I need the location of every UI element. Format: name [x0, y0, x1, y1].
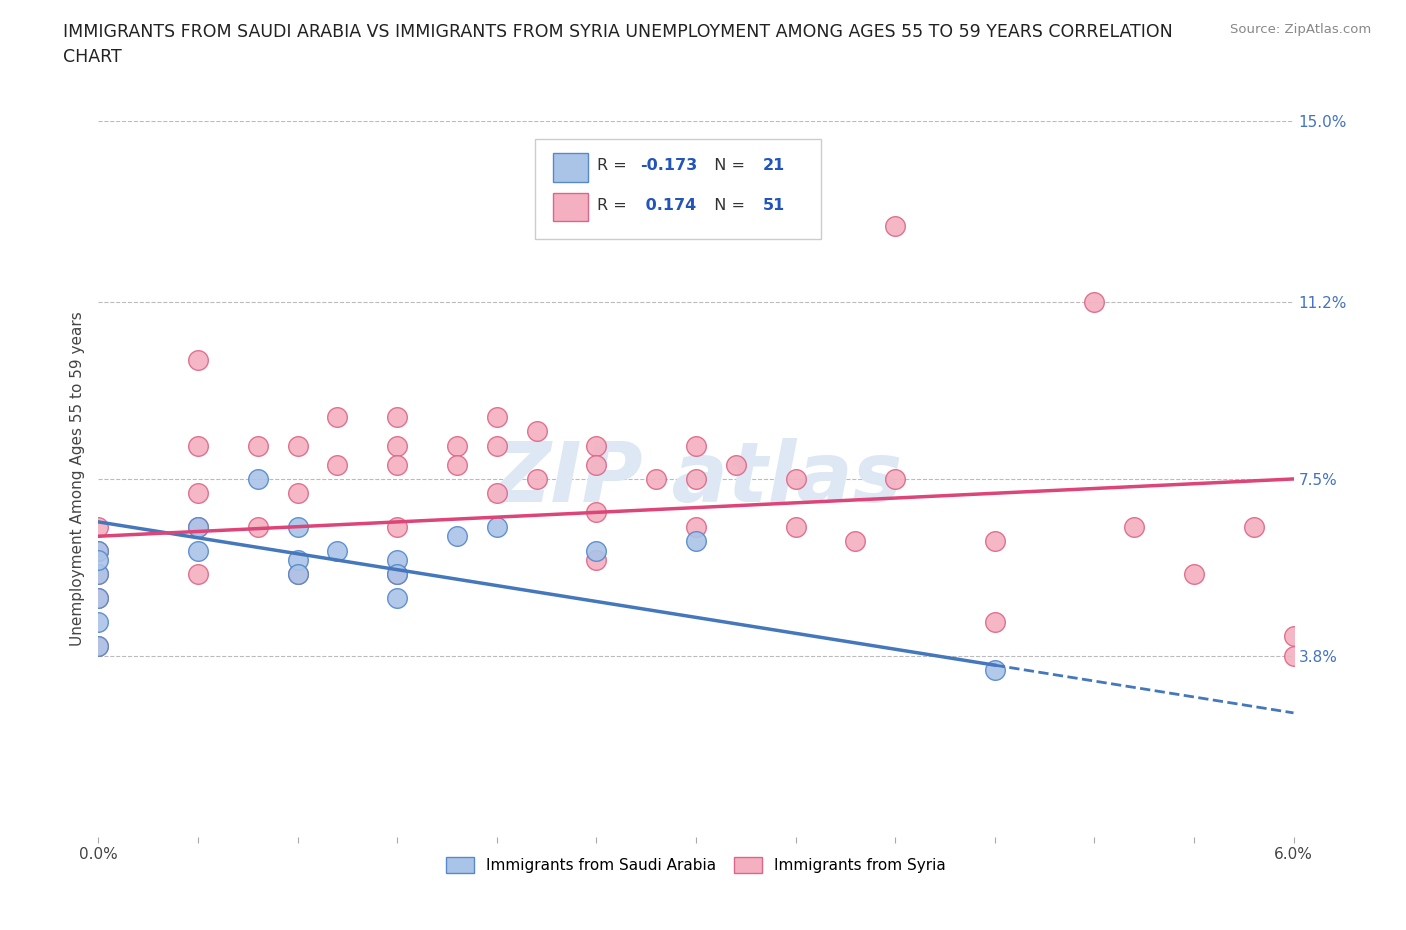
FancyBboxPatch shape [534, 139, 821, 239]
Point [884, 219, 907, 233]
Point [87, 543, 110, 558]
Point [287, 567, 309, 582]
Point [984, 662, 1007, 677]
Point [246, 438, 269, 453]
Legend: Immigrants from Saudi Arabia, Immigrants from Syria: Immigrants from Saudi Arabia, Immigrants… [440, 851, 952, 880]
Text: ZIP atlas: ZIP atlas [489, 438, 903, 520]
Point [446, 458, 468, 472]
Point [87, 567, 110, 582]
Point [385, 519, 409, 534]
Point [884, 472, 907, 486]
FancyBboxPatch shape [553, 193, 589, 221]
Point [187, 543, 209, 558]
Point [326, 458, 349, 472]
Point [1182, 567, 1205, 582]
Point [844, 534, 866, 549]
Point [645, 472, 668, 486]
Point [385, 438, 409, 453]
Point [326, 543, 349, 558]
Point [724, 458, 747, 472]
Point [446, 529, 468, 544]
Point [385, 552, 409, 567]
Point [326, 409, 349, 424]
Point [526, 472, 548, 486]
Point [246, 472, 269, 486]
Point [87, 567, 110, 582]
Point [1282, 629, 1305, 644]
Point [187, 519, 209, 534]
Y-axis label: Unemployment Among Ages 55 to 59 years: Unemployment Among Ages 55 to 59 years [69, 312, 84, 646]
Point [87, 615, 110, 630]
Point [246, 519, 269, 534]
Point [87, 591, 110, 605]
Point [287, 552, 309, 567]
Point [385, 591, 409, 605]
Text: N =: N = [704, 158, 751, 173]
Point [187, 352, 209, 367]
Point [187, 519, 209, 534]
Point [1123, 519, 1146, 534]
Point [287, 567, 309, 582]
Point [187, 438, 209, 453]
Point [526, 424, 548, 439]
Point [685, 438, 707, 453]
Point [287, 519, 309, 534]
Point [87, 519, 110, 534]
Text: -0.173: -0.173 [640, 158, 697, 173]
Point [287, 485, 309, 500]
Point [585, 438, 607, 453]
Point [87, 543, 110, 558]
Text: 51: 51 [763, 198, 785, 213]
Point [585, 543, 607, 558]
Text: R =: R = [596, 158, 631, 173]
Point [87, 591, 110, 605]
Point [187, 485, 209, 500]
Point [485, 485, 508, 500]
Point [585, 458, 607, 472]
Point [287, 438, 309, 453]
Point [385, 458, 409, 472]
Point [1282, 648, 1305, 663]
Point [87, 552, 110, 567]
Point [785, 519, 807, 534]
Point [785, 472, 807, 486]
Point [485, 438, 508, 453]
Point [187, 567, 209, 582]
Point [485, 519, 508, 534]
Point [585, 552, 607, 567]
Point [385, 409, 409, 424]
Point [685, 519, 707, 534]
Text: 21: 21 [763, 158, 785, 173]
Point [685, 534, 707, 549]
Text: 0.174: 0.174 [640, 198, 696, 213]
Point [485, 409, 508, 424]
Point [1243, 519, 1265, 534]
Text: R =: R = [596, 198, 631, 213]
Point [1083, 295, 1105, 310]
Point [446, 438, 468, 453]
Point [984, 615, 1007, 630]
Point [385, 567, 409, 582]
FancyBboxPatch shape [553, 153, 589, 181]
Text: N =: N = [704, 198, 751, 213]
Point [87, 639, 110, 654]
Text: IMMIGRANTS FROM SAUDI ARABIA VS IMMIGRANTS FROM SYRIA UNEMPLOYMENT AMONG AGES 55: IMMIGRANTS FROM SAUDI ARABIA VS IMMIGRAN… [63, 23, 1173, 66]
Text: Source: ZipAtlas.com: Source: ZipAtlas.com [1230, 23, 1371, 36]
Point [685, 472, 707, 486]
Point [385, 567, 409, 582]
Point [87, 639, 110, 654]
Point [585, 505, 607, 520]
Point [984, 534, 1007, 549]
